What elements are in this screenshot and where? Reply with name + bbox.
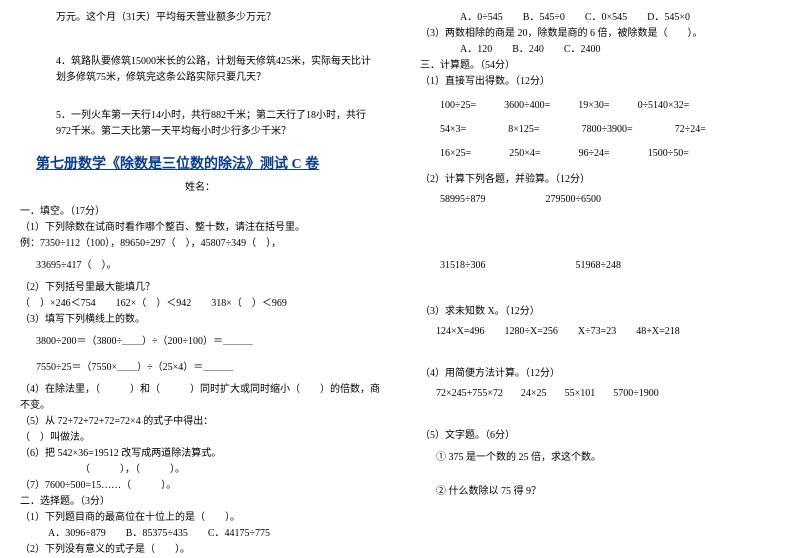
eq-row-7: 72×245+755×72 24×25 55×101 5700÷1900 (420, 386, 780, 402)
eq-row-3: 16×25= 250×4= 96÷24= 1500÷50= (420, 146, 780, 162)
eq: 55×101 (565, 386, 596, 402)
eq: 72×245+755×72 (436, 386, 503, 402)
s1-1b: 例：7350÷112（100），89650÷297（ ），45807÷349（ … (20, 236, 380, 252)
eq: 279500÷6500 (546, 192, 602, 208)
s3-4: （4）用简便方法计算。（12分） (420, 366, 780, 382)
eq: 1500÷50= (648, 146, 689, 162)
eq: 1280÷X=256 (505, 324, 558, 340)
eq: 48+X=218 (636, 324, 680, 340)
eq: 250×4= (509, 146, 540, 162)
q3-tail: 万元。这个月（31天）平均每天营业额多少万元？ (20, 10, 380, 26)
s1-2a: （2）下列括号里最大能填几？ (20, 280, 380, 296)
test-title: 第七册数学《除数是三位数的除法》测试 C 卷 (20, 154, 380, 176)
s1-4a: （4）在除法里，（ ）和（ ）同时扩大或同时缩小（ ）的倍数，商不变。 (20, 382, 380, 414)
s1-2b: （ ）×246＜754 162×（ ）＜942 318×（ ）＜969 (20, 296, 380, 312)
left-column: 万元。这个月（31天）平均每天营业额多少万元？ 4．筑路队要修筑15000米长的… (0, 0, 400, 544)
eq: X÷73=23 (578, 324, 616, 340)
eq-row-5: 31518÷306 51968÷248 (420, 258, 780, 274)
eq: 5700÷1900 (613, 386, 659, 402)
eq: 0÷5140×32= (638, 98, 690, 114)
r1c: A．120 B．240 C．2400 (420, 42, 780, 58)
eq-row-2: 54×3= 8×125= 7800÷3900= 72÷24= (420, 122, 780, 138)
eq: 8×125= (508, 122, 539, 138)
eq: 124×X=496 (436, 324, 485, 340)
worksheet-page: 万元。这个月（31天）平均每天营业额多少万元？ 4．筑路队要修筑15000米长的… (0, 0, 800, 544)
s1-1c: 33695÷417（ ）。 (20, 258, 380, 274)
s2-1b: A．3096÷879 B．85375÷435 C．44175÷775 (20, 526, 380, 542)
eq: 24×25 (521, 386, 547, 402)
section-3: 三．计算题。（54分） (420, 58, 780, 74)
s1-5a: （5）从 72+72+72+72=72×4 的式子中得出： (20, 414, 380, 430)
eq: 54×3= (440, 122, 466, 138)
eq-row-1: 100÷25= 3600÷400= 19×30= 0÷5140×32= (420, 98, 780, 114)
eq: 31518÷306 (440, 258, 486, 274)
eq: 16×25= (440, 146, 471, 162)
s3-1: （1）直接写出得数。（12分） (420, 74, 780, 90)
q4: 4．筑路队要修筑15000米长的公路，计划每天修筑425米，实际每天比计划多修筑… (20, 54, 380, 86)
eq-row-6: 124×X=496 1280÷X=256 X÷73=23 48+X=218 (420, 324, 780, 340)
s1-3c: 7550÷25＝（7550×＿＿）÷（25×4）＝＿＿＿ (20, 360, 380, 376)
s3-5: （5）文字题。（6分） (420, 428, 780, 444)
s1-5b: （ ）叫做法。 (20, 430, 380, 446)
q5-1: ① 375 是一个数的 25 倍，求这个数。 (420, 450, 780, 466)
eq: 7800÷3900= (582, 122, 633, 138)
s1-6b: （ ），（ ）。 (20, 462, 380, 478)
s2-2a: （2）下列没有意义的式子是（ ）。 (20, 542, 380, 558)
s2-1a: （1）下列题目商的最高位在十位上的是（ ）。 (20, 510, 380, 526)
s1-1a: （1）下列除数在试商时看作哪个整百、整十数，请注在括号里。 (20, 220, 380, 236)
s1-3b: 3800÷200＝（3800÷＿＿）÷（200÷100）＝＿＿＿ (20, 334, 380, 350)
right-column: A．0÷545 B．545÷0 C．0×545 D．545×0 （3）两数相除的… (400, 0, 800, 544)
q5-2: ② 什么数除以 75 得 9？ (420, 484, 780, 500)
r1a: A．0÷545 B．545÷0 C．0×545 D．545×0 (420, 10, 780, 26)
eq: 72÷24= (675, 122, 706, 138)
eq: 51968÷248 (576, 258, 622, 274)
eq: 3600÷400= (504, 98, 550, 114)
s3-2: （2）计算下列各题，并验算。（12分） (420, 172, 780, 188)
eq: 58995÷879 (440, 192, 486, 208)
eq: 96÷24= (579, 146, 610, 162)
s1-7a: （7）7600÷500=15……（ ）。 (20, 478, 380, 494)
name-label: 姓名： (20, 180, 380, 196)
s3-3: （3）求未知数 X。（12分） (420, 304, 780, 320)
eq: 19×30= (578, 98, 609, 114)
s1-3a: （3）填写下列横线上的数。 (20, 312, 380, 328)
section-1: 一．填空。（17分） (20, 204, 380, 220)
r1b: （3）两数相除的商是 20，除数是商的 6 倍，被除数是（ ）。 (420, 26, 780, 42)
section-2: 二．选择题。（3分） (20, 494, 380, 510)
eq-row-4: 58995÷879 279500÷6500 (420, 192, 780, 208)
eq: 100÷25= (440, 98, 476, 114)
q5: 5．一列火车第一天行14小时，共行882千米；第二天行了18小时，共行972千米… (20, 108, 380, 140)
s1-6a: （6）把 542×36=19512 改写成两道除法算式。 (20, 446, 380, 462)
